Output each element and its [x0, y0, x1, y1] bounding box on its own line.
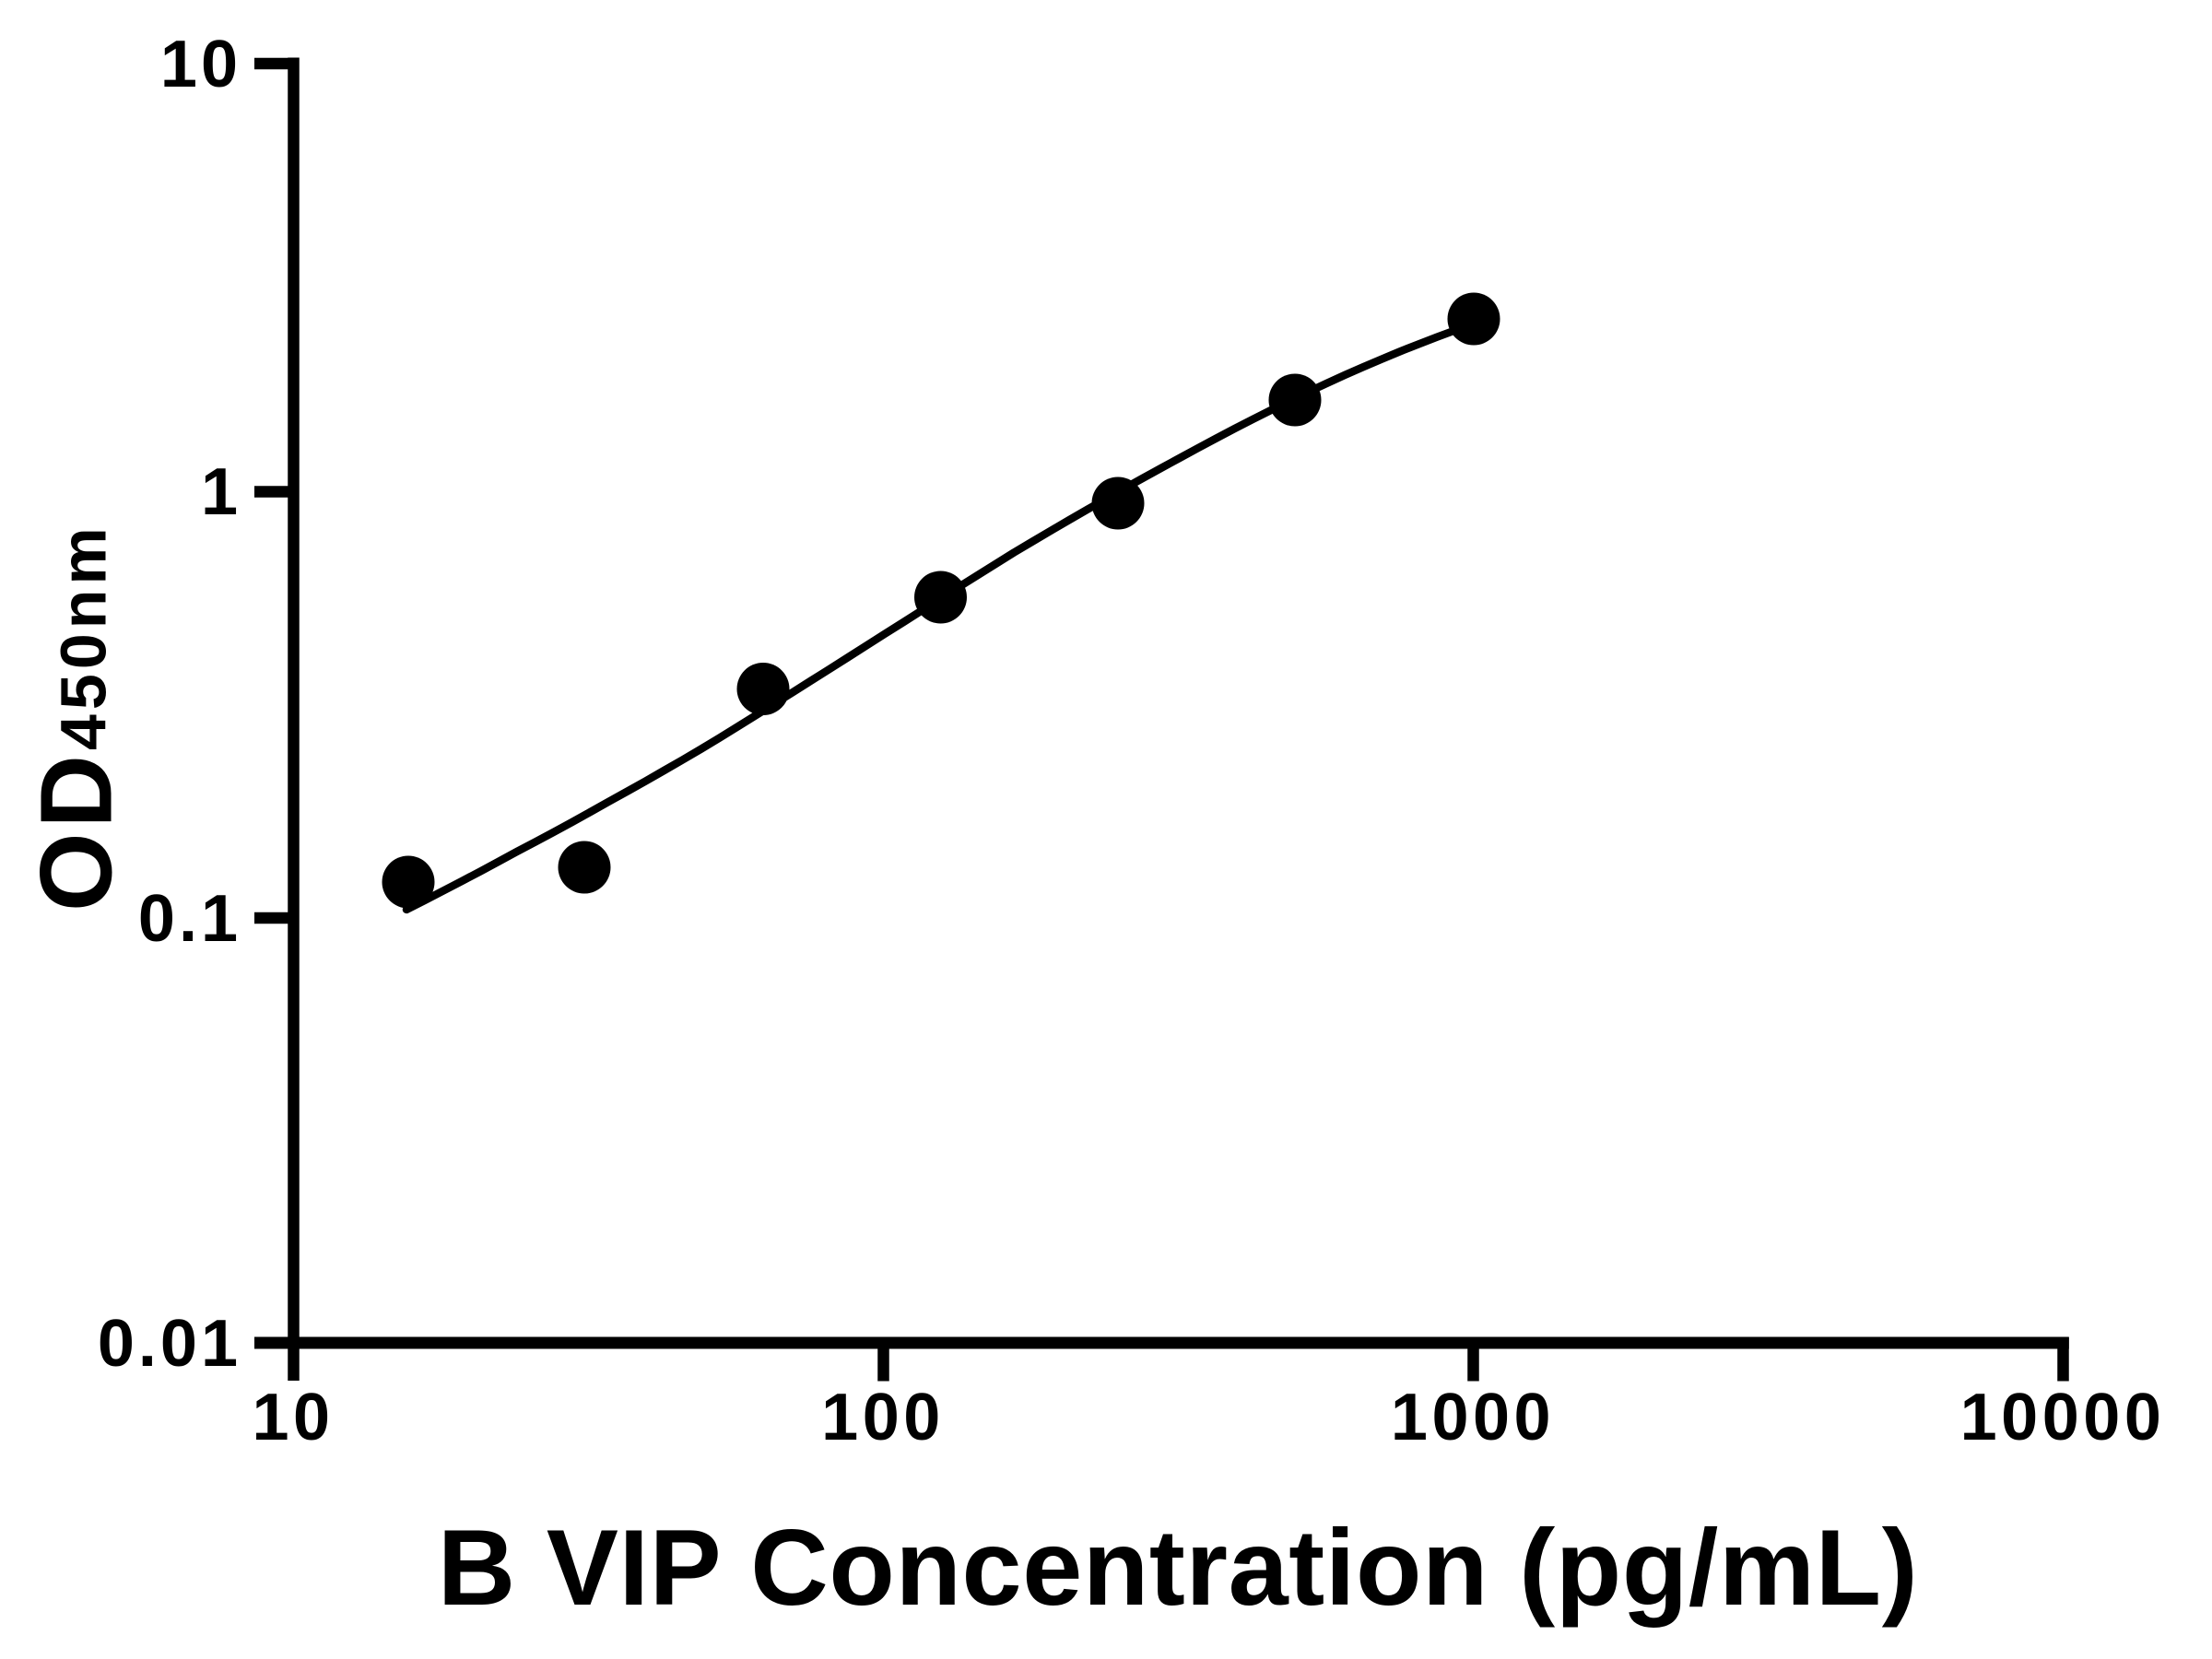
svg-text:1000: 1000: [1391, 1381, 1555, 1454]
svg-text:100: 100: [821, 1381, 945, 1454]
svg-text:B VIP Concentration (pg/mL): B VIP Concentration (pg/mL): [438, 1507, 1919, 1628]
svg-text:0.01: 0.01: [98, 1307, 241, 1381]
svg-text:10000: 10000: [1960, 1381, 2166, 1454]
svg-text:0.1: 0.1: [138, 882, 241, 956]
svg-text:10: 10: [160, 28, 241, 101]
svg-text:10: 10: [252, 1381, 334, 1454]
svg-text:1: 1: [201, 455, 241, 529]
